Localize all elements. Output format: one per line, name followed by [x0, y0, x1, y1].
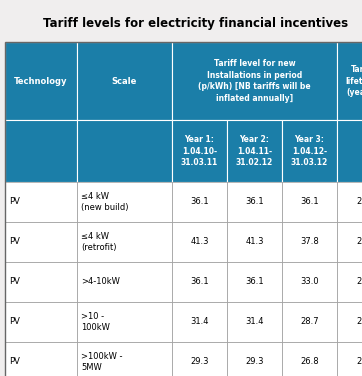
Bar	[77, 42, 172, 120]
Text: >100kW -
5MW: >100kW - 5MW	[81, 352, 122, 372]
Text: 31.4: 31.4	[245, 317, 264, 326]
Text: ≤4 kW
(retrofit): ≤4 kW (retrofit)	[81, 232, 117, 252]
Text: 41.3: 41.3	[190, 238, 209, 247]
Bar	[227, 262, 282, 302]
Text: 25: 25	[357, 358, 362, 367]
Text: 28.7: 28.7	[300, 317, 319, 326]
Text: 25: 25	[357, 317, 362, 326]
Bar	[337, 302, 362, 342]
Bar	[282, 222, 337, 262]
Text: PV: PV	[9, 238, 20, 247]
Bar	[5, 42, 77, 120]
Text: Tariff levels for electricity financial incentives: Tariff levels for electricity financial …	[43, 18, 349, 30]
Bar	[77, 182, 172, 222]
Bar	[5, 120, 77, 182]
Bar	[227, 222, 282, 262]
Bar	[337, 42, 362, 120]
Text: 25: 25	[357, 197, 362, 206]
Text: Year 2:
1.04.11-
31.02.12: Year 2: 1.04.11- 31.02.12	[236, 135, 273, 167]
Bar	[282, 302, 337, 342]
Text: 36.1: 36.1	[190, 197, 209, 206]
Bar	[282, 120, 337, 182]
Text: PV: PV	[9, 197, 20, 206]
Bar	[5, 182, 77, 222]
Text: 25: 25	[357, 277, 362, 287]
Text: 36.1: 36.1	[190, 277, 209, 287]
Text: 25: 25	[357, 238, 362, 247]
Text: Tariff
lifetime
(years): Tariff lifetime (years)	[345, 65, 362, 97]
Bar	[5, 262, 77, 302]
Bar	[172, 182, 227, 222]
Bar	[77, 342, 172, 376]
Bar	[227, 342, 282, 376]
Bar	[337, 182, 362, 222]
Text: >4-10kW: >4-10kW	[81, 277, 120, 287]
Text: 31.4: 31.4	[190, 317, 209, 326]
Text: 36.1: 36.1	[245, 197, 264, 206]
Bar	[172, 42, 337, 120]
Bar	[172, 342, 227, 376]
Text: 41.3: 41.3	[245, 238, 264, 247]
Text: 36.1: 36.1	[300, 197, 319, 206]
Text: Year 1:
1.04.10-
31.03.11: Year 1: 1.04.10- 31.03.11	[181, 135, 218, 167]
Bar	[172, 222, 227, 262]
Bar	[5, 302, 77, 342]
Text: 26.8: 26.8	[300, 358, 319, 367]
Bar	[337, 342, 362, 376]
Text: Tariff level for new
Installations in period
(p/kWh) [NB tariffs will be
inflate: Tariff level for new Installations in pe…	[198, 59, 311, 103]
Bar	[337, 120, 362, 182]
Text: Scale: Scale	[112, 76, 137, 85]
Bar	[227, 120, 282, 182]
Bar	[227, 182, 282, 222]
Bar	[77, 222, 172, 262]
Bar	[282, 262, 337, 302]
Text: Technology: Technology	[14, 76, 68, 85]
Text: 29.3: 29.3	[245, 358, 264, 367]
Text: ≤4 kW
(new build): ≤4 kW (new build)	[81, 192, 129, 212]
Bar	[282, 342, 337, 376]
Text: 29.3: 29.3	[190, 358, 209, 367]
Bar	[77, 262, 172, 302]
Bar	[77, 120, 172, 182]
Text: Year 3:
1.04.12-
31.03.12: Year 3: 1.04.12- 31.03.12	[291, 135, 328, 167]
Text: PV: PV	[9, 277, 20, 287]
Bar	[172, 120, 227, 182]
Text: PV: PV	[9, 358, 20, 367]
Bar	[172, 262, 227, 302]
Text: 37.8: 37.8	[300, 238, 319, 247]
Bar	[172, 302, 227, 342]
Text: >10 -
100kW: >10 - 100kW	[81, 312, 110, 332]
Bar	[227, 302, 282, 342]
Text: PV: PV	[9, 317, 20, 326]
Bar	[337, 262, 362, 302]
Bar	[337, 222, 362, 262]
Bar	[77, 302, 172, 342]
Bar	[5, 342, 77, 376]
Text: 33.0: 33.0	[300, 277, 319, 287]
Bar	[5, 222, 77, 262]
Text: 36.1: 36.1	[245, 277, 264, 287]
Bar	[282, 182, 337, 222]
